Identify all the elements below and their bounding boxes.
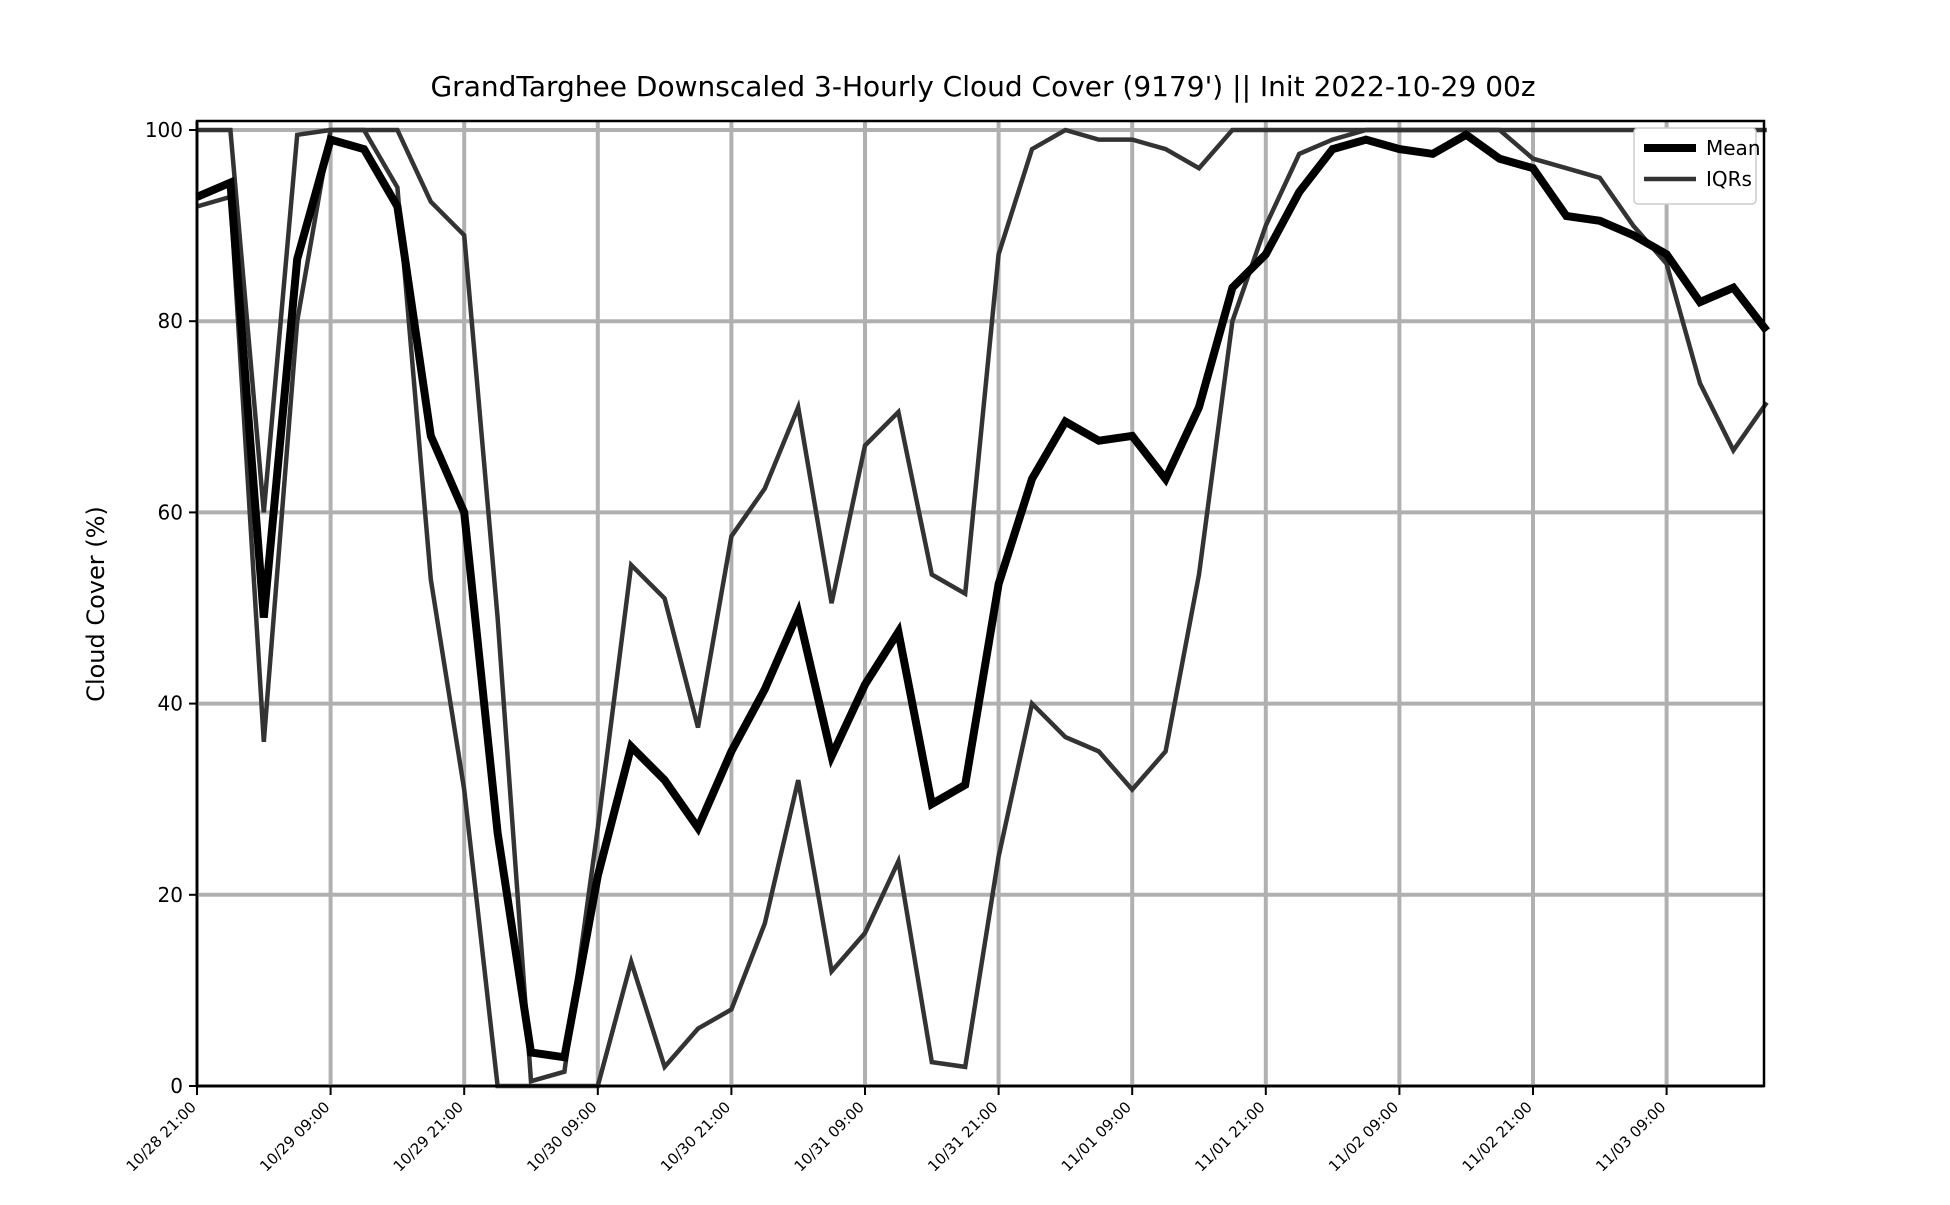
x-tick-label: 10/30 21:00 <box>657 1098 734 1175</box>
x-tick-label: 11/02 21:00 <box>1459 1098 1536 1175</box>
x-tick-label: 10/31 21:00 <box>924 1098 1001 1175</box>
series-lines <box>195 127 1770 1089</box>
legend-label: IQRs <box>1706 167 1752 191</box>
grid-lines <box>195 121 1764 1088</box>
axes: 0 20 40 60 80 100 10/28 21:00 10/29 09:00 10/29 … <box>123 118 1766 1175</box>
y-tick-label: 40 <box>158 692 183 716</box>
x-tick-label: 10/28 21:00 <box>123 1098 200 1175</box>
x-tick-label: 10/29 21:00 <box>390 1098 467 1175</box>
x-tick-label: 11/01 21:00 <box>1191 1098 1268 1175</box>
iqr-lower-series-line <box>196 127 1767 1089</box>
y-tick-label: 80 <box>158 309 183 333</box>
x-tick-label: 11/03 09:00 <box>1592 1098 1669 1175</box>
x-tick-label: 10/29 09:00 <box>256 1098 333 1175</box>
plot-frame <box>195 119 1766 1088</box>
y-tick-label: 0 <box>170 1074 183 1098</box>
y-tick-label: 20 <box>158 883 183 907</box>
chart-title: GrandTarghee Downscaled 3-Hourly Cloud C… <box>430 70 1535 103</box>
y-tick-label: 100 <box>145 118 183 142</box>
y-tick-label: 60 <box>158 500 183 524</box>
legend-label: Mean <box>1706 136 1761 160</box>
x-tick-label: 10/31 09:00 <box>791 1098 868 1175</box>
x-tick-label: 11/02 09:00 <box>1325 1098 1402 1175</box>
iqr-upper-series-line <box>197 127 1769 1085</box>
x-tick-label: 11/01 09:00 <box>1058 1098 1135 1175</box>
x-tick-label: 10/30 09:00 <box>523 1098 600 1175</box>
mean-series-line <box>195 130 1770 1062</box>
legend: Mean IQRs <box>1633 127 1761 205</box>
y-axis-label: Cloud Cover (%) <box>82 506 110 702</box>
